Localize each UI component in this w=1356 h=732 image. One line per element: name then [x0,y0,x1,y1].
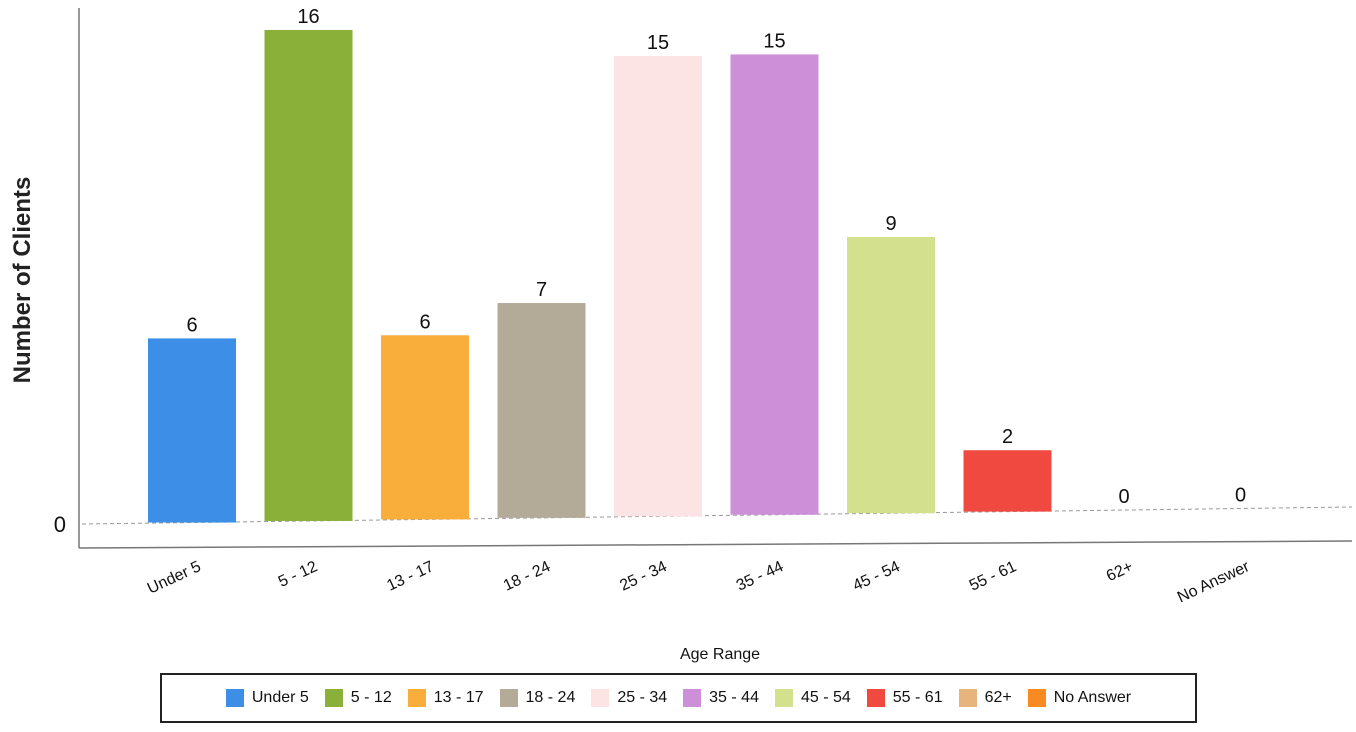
zero-baseline [81,506,1353,525]
y-axis-label: Number of Clients [9,177,36,384]
axes: 0 Number of Clients Age Range [9,8,1353,663]
legend-label-35-44: 35 - 44 [709,689,759,706]
legend-label-45-54: 45 - 54 [800,689,851,706]
bar-45-54 [847,236,935,514]
legend-item-no-answer: No Answer [1027,689,1132,707]
x-tick-label-62: 62+ [1104,558,1136,585]
value-label-55-61: 2 [1002,426,1013,448]
legend-swatch-13-17 [407,689,426,707]
value-label-18-24: 7 [536,279,547,301]
x-tick-label-13-17: 13 - 17 [384,558,436,595]
legend-swatch-25-34 [591,689,610,707]
x-tick-label-5-12: 5 - 12 [276,558,320,591]
legend-swatch-5-12 [324,689,343,707]
legend-label-62: 62+ [984,689,1012,706]
x-axis-label: Age Range [680,646,760,663]
x-tick-labels: Under 5 5 - 12 13 - 17 18 - 24 25 - 34 35 - 4… [145,558,1253,606]
x-tick-label-25-34: 25 - 34 [617,558,669,595]
x-axis-line [78,540,1353,549]
legend-swatch-no-answer [1027,689,1046,707]
legend-swatch-18-24 [499,689,518,707]
legend-item-13-17: 13 - 17 [407,689,484,707]
bar-55-61 [963,450,1052,512]
legend-swatch-55-61 [866,689,885,707]
legend-item-under-5: Under 5 [225,689,309,707]
legend-swatch-62 [958,689,977,707]
legend-swatch-45-54 [774,689,793,707]
legend-item-62: 62+ [958,689,1012,707]
value-label-13-17: 6 [419,311,430,333]
legend: Under 5 5 - 12 13 - 17 18 - 24 25 - 34 35 - 4… [160,673,1197,723]
legend-item-45-54: 45 - 54 [774,689,851,707]
legend-label-55-61: 55 - 61 [892,689,943,706]
x-tick-label-under-5: Under 5 [145,558,204,598]
bars [148,29,1052,523]
legend-item-35-44: 35 - 44 [683,689,759,707]
x-tick-label-no-answer: No Answer [1175,558,1253,606]
bar-35-44 [730,54,819,515]
bar-25-34 [614,55,702,517]
legend-label-18-24: 18 - 24 [525,689,576,706]
legend-item-5-12: 5 - 12 [324,689,392,707]
legend-label-13-17: 13 - 17 [433,689,484,706]
bar-under-5 [148,338,236,523]
bar-13-17 [381,335,469,520]
legend-swatch-35-44 [683,689,702,707]
y-tick-label-0: 0 [54,512,66,537]
value-label-62: 0 [1118,486,1129,508]
value-label-5-12: 16 [297,6,319,28]
legend-item-25-34: 25 - 34 [591,689,667,707]
bar-5-12 [264,29,353,521]
value-label-under-5: 6 [186,314,197,336]
legend-swatch-under-5 [225,689,244,707]
legend-label-25-34: 25 - 34 [617,689,668,706]
value-label-25-34: 15 [647,32,669,54]
legend-item-55-61: 55 - 61 [866,689,943,707]
legend-label-under-5: Under 5 [251,689,309,706]
legend-label-no-answer: No Answer [1053,689,1132,706]
legend-item-18-24: 18 - 24 [499,689,576,707]
x-tick-label-18-24: 18 - 24 [501,558,553,595]
value-label-45-54: 9 [885,213,896,235]
value-label-35-44: 15 [763,30,785,52]
bar-18-24 [497,303,586,518]
x-tick-label-55-61: 55 - 61 [967,558,1019,595]
x-tick-label-35-44: 35 - 44 [734,558,786,595]
value-label-no-answer: 0 [1235,484,1246,506]
legend-label-5-12: 5 - 12 [350,689,392,706]
x-tick-label-45-54: 45 - 54 [850,558,902,595]
data-labels: 6 16 6 7 15 15 9 2 0 0 [186,6,1246,508]
